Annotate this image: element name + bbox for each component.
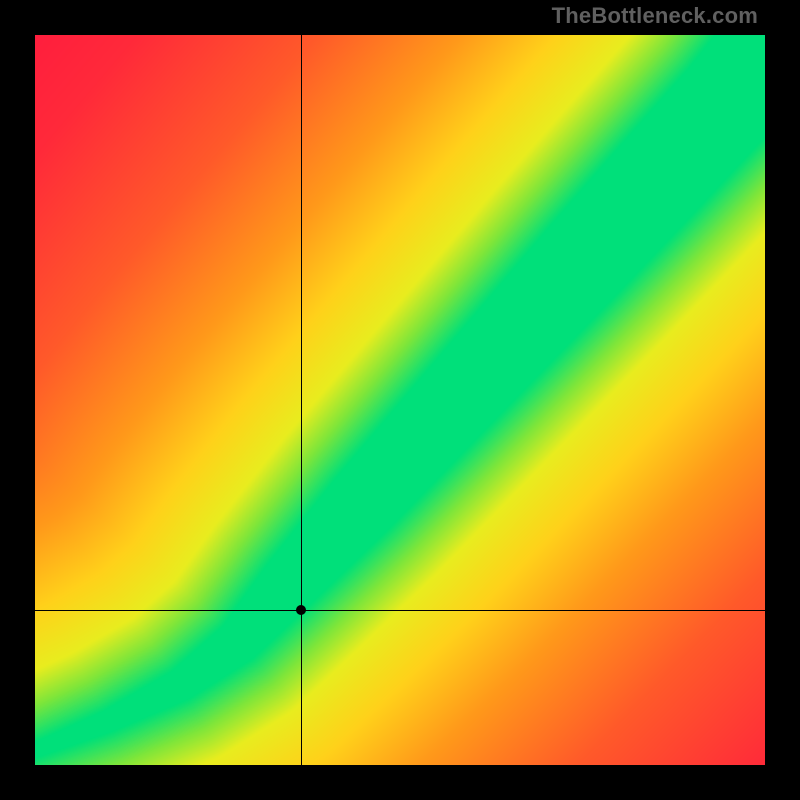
crosshair-horizontal xyxy=(35,610,765,611)
crosshair-point xyxy=(296,605,306,615)
watermark-text: TheBottleneck.com xyxy=(552,3,758,29)
crosshair-vertical xyxy=(301,35,302,765)
bottleneck-chart: TheBottleneck.com xyxy=(0,0,800,800)
heatmap-canvas xyxy=(35,35,765,765)
